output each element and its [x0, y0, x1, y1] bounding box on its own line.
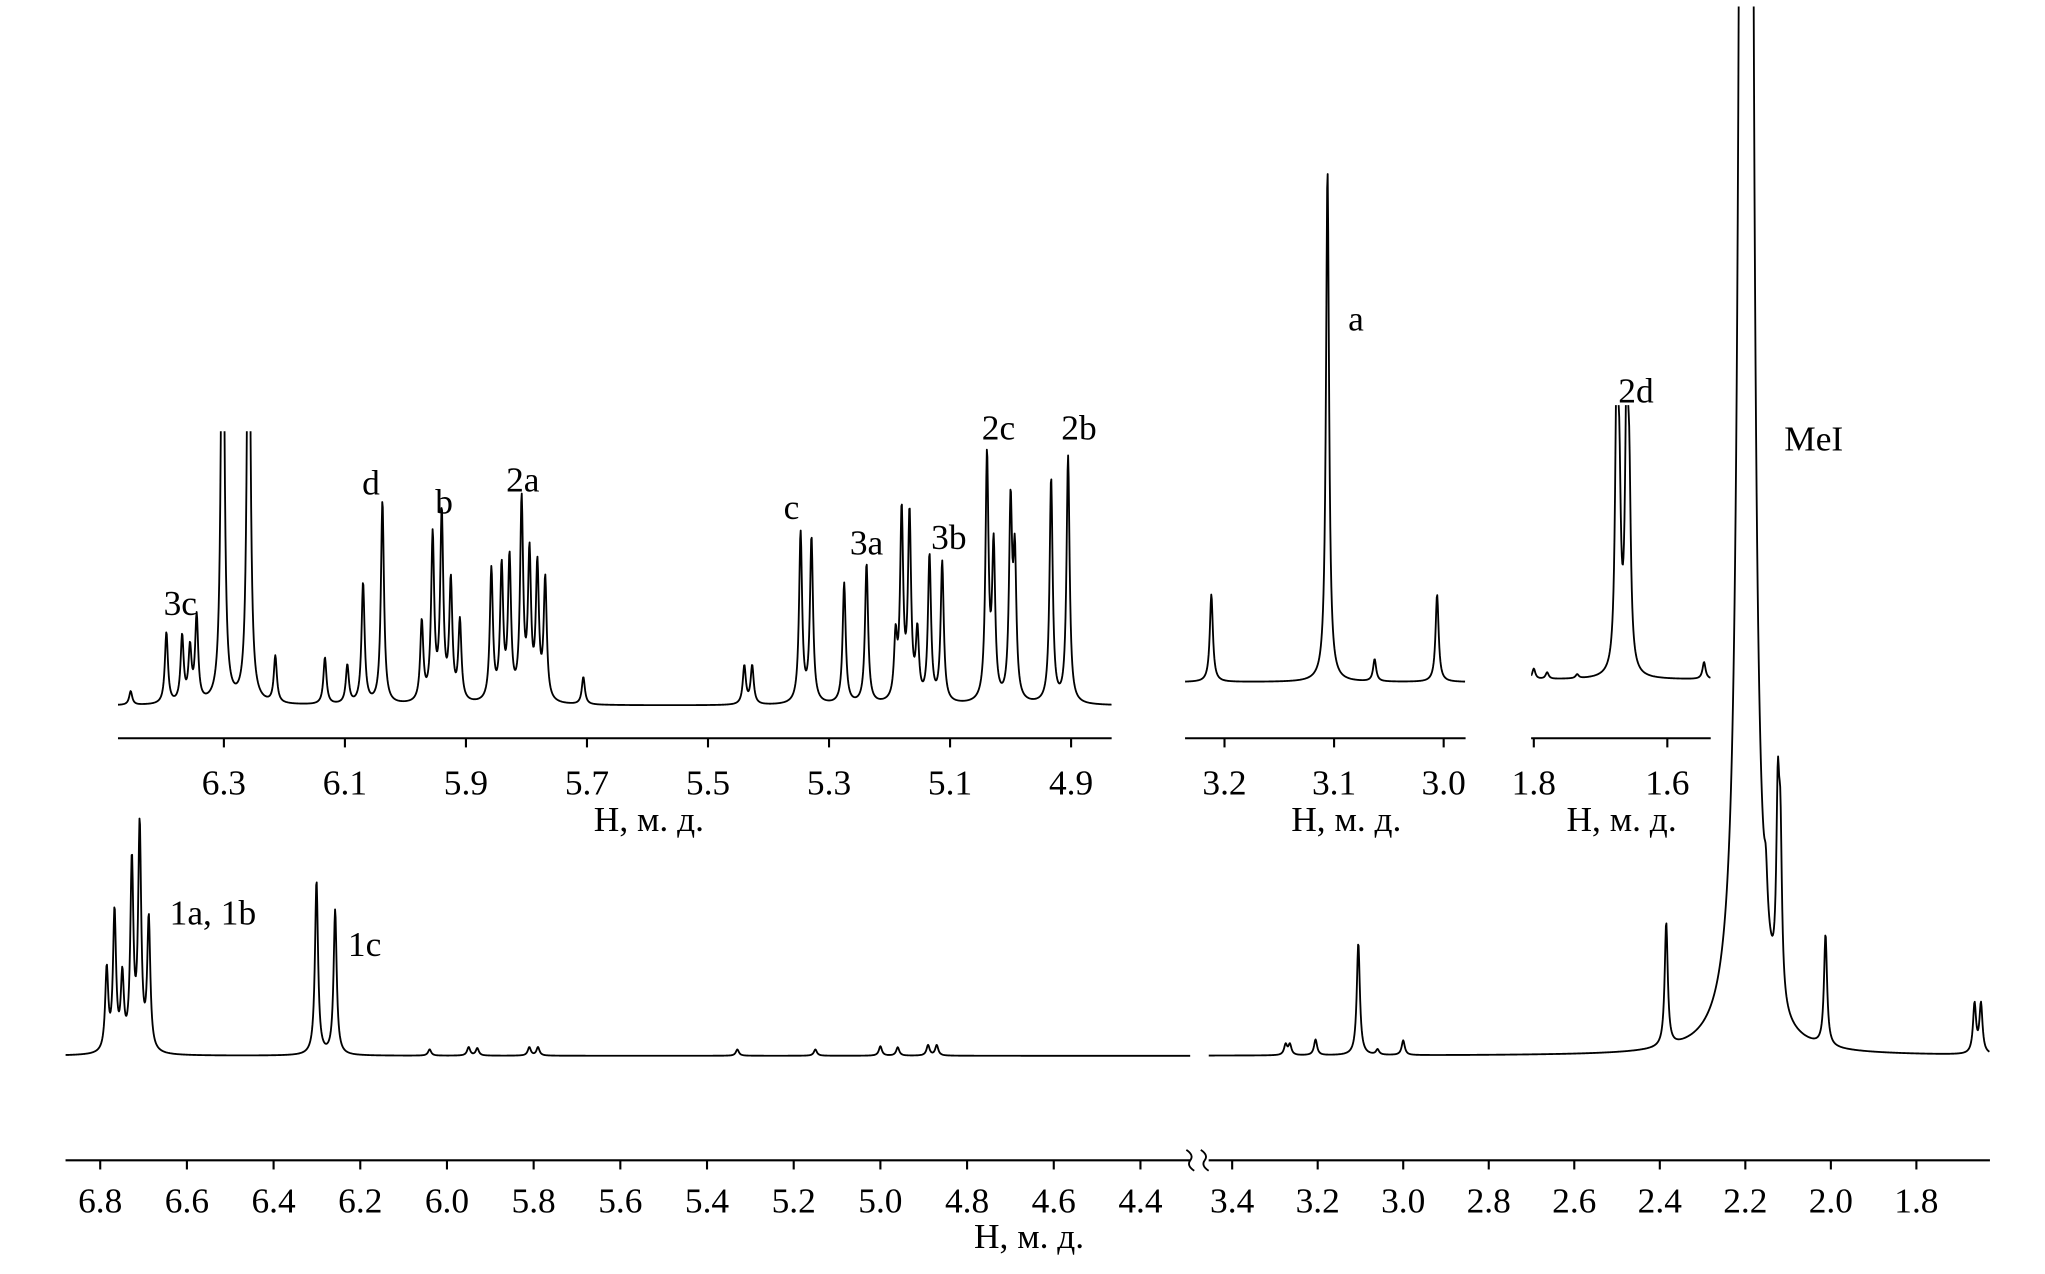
x-tick-label: 6.0 [425, 1182, 469, 1221]
x-tick-label: 1.8 [1512, 764, 1556, 803]
peak-label: 1c [348, 925, 381, 964]
peak-label: 3b [931, 518, 966, 557]
x-tick-label: 6.3 [202, 764, 246, 803]
x-tick-label: 3.4 [1210, 1182, 1255, 1221]
spectrum-trace [1185, 173, 1466, 683]
spectrum-trace [1531, 405, 1711, 680]
peak-label: 2a [506, 461, 540, 500]
peak-label: b [435, 483, 453, 522]
x-tick-label: 4.4 [1118, 1182, 1163, 1221]
peak-label: a [1348, 300, 1364, 339]
spectrum-trace [117, 431, 1112, 707]
spectrum-trace [65, 817, 1191, 1057]
x-tick-label: 3.0 [1381, 1182, 1425, 1221]
x-tick-label: 5.2 [772, 1182, 816, 1221]
x-tick-label: 2.8 [1467, 1182, 1511, 1221]
peak-label: 2d [1618, 372, 1654, 411]
x-tick-label: 5.0 [858, 1182, 902, 1221]
x-tick-label: 5.6 [598, 1182, 642, 1221]
x-tick-label: 2.0 [1809, 1182, 1853, 1221]
peak-label: 3a [850, 524, 884, 563]
axis-break [1185, 1149, 1210, 1172]
peak-label: 1a, 1b [170, 894, 256, 933]
x-axis-title: H, м. д. [974, 1217, 1084, 1256]
x-tick-label: 6.8 [78, 1182, 122, 1221]
x-axis-title: H, м. д. [1291, 800, 1401, 839]
x-tick-label: 1.8 [1894, 1182, 1938, 1221]
x-tick-label: 5.5 [686, 764, 730, 803]
x-tick-label: 5.4 [685, 1182, 730, 1221]
x-tick-label: 6.6 [165, 1182, 209, 1221]
x-tick-label: 5.7 [565, 764, 609, 803]
x-tick-label: 5.1 [928, 764, 972, 803]
x-axis-title: H, м. д. [594, 800, 704, 839]
x-tick-label: 6.2 [338, 1182, 382, 1221]
x-tick-label: 4.6 [1032, 1182, 1076, 1221]
peak-label: 2c [982, 408, 1015, 447]
peak-label: 2b [1061, 408, 1096, 447]
x-tick-label: 4.9 [1049, 764, 1093, 803]
x-axis-title: H, м. д. [1566, 800, 1676, 839]
x-tick-label: 2.4 [1638, 1182, 1683, 1221]
x-tick-label: 3.2 [1202, 764, 1246, 803]
x-tick-label: 2.6 [1552, 1182, 1596, 1221]
x-tick-label: 1.6 [1645, 764, 1689, 803]
peak-label: MeI [1784, 419, 1843, 458]
x-tick-label: 6.4 [251, 1182, 296, 1221]
peak-label: c [784, 488, 800, 527]
spectrum-trace [1208, 6, 1990, 1057]
x-tick-label: 5.9 [444, 764, 488, 803]
x-tick-label: 3.2 [1296, 1182, 1340, 1221]
x-tick-label: 3.1 [1312, 764, 1356, 803]
x-tick-label: 5.3 [807, 764, 851, 803]
x-tick-label: 6.1 [323, 764, 367, 803]
x-tick-label: 3.0 [1422, 764, 1466, 803]
peak-label: 3c [164, 584, 197, 623]
x-tick-label: 5.8 [512, 1182, 556, 1221]
x-tick-label: 4.8 [945, 1182, 989, 1221]
peak-label: d [362, 463, 380, 502]
x-tick-label: 2.2 [1723, 1182, 1767, 1221]
